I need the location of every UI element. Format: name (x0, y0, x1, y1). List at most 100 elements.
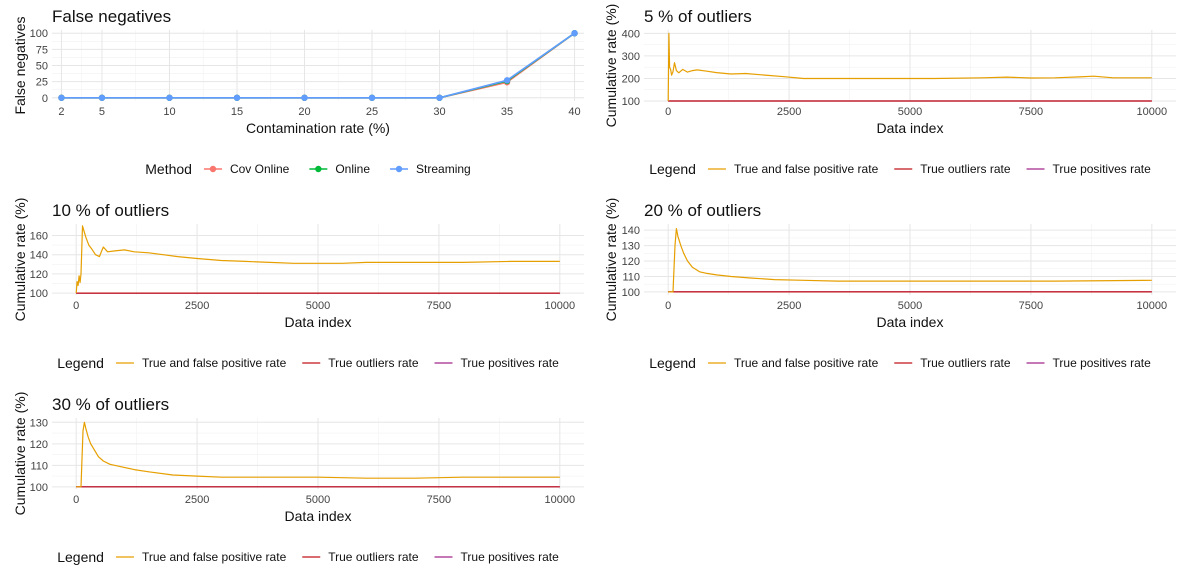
y-tick-label: 130 (622, 241, 640, 253)
y-axis-title: Cumulative rate (%) (12, 392, 28, 516)
y-tick-label: 100 (30, 28, 48, 40)
legend: Legend True and false positive rate True o… (57, 355, 559, 371)
x-tick-label: 40 (568, 106, 580, 118)
x-tick-label: 2 (58, 106, 64, 118)
chart-panel-5: 0 2500 5000 7500 10000 100 110 120 130 30 % of ou… (12, 392, 584, 565)
legend-title: Legend (57, 549, 104, 565)
chart-title: False negatives (52, 7, 171, 26)
series-line (667, 32, 1152, 102)
legend-label: True outliers rate (920, 356, 1011, 370)
y-tick-label: 160 (30, 231, 48, 243)
series-line (76, 421, 560, 488)
x-axis-title: Contamination rate (%) (246, 120, 390, 136)
y-tick-label: 25 (36, 77, 48, 89)
y-tick-label: 300 (622, 51, 640, 63)
y-axis-title: Cumulative rate (%) (603, 4, 619, 128)
y-tick-label: 100 (622, 287, 640, 299)
data-point (233, 94, 241, 101)
legend-label: True outliers rate (328, 550, 419, 564)
series-line (75, 225, 560, 294)
y-tick-label: 200 (622, 73, 640, 85)
x-tick-label: 5000 (306, 300, 330, 312)
legend-label: True and false positive rate (734, 356, 879, 370)
x-tick-label: 0 (665, 300, 671, 312)
legend-title: Legend (57, 355, 104, 371)
x-tick-label: 30 (433, 106, 445, 118)
legend: Legend True and false positive rate True o… (649, 161, 1151, 177)
x-tick-label: 2500 (185, 494, 209, 506)
y-tick-label: 120 (622, 256, 640, 268)
gridlines (52, 30, 584, 101)
legend-label: True and false positive rate (142, 550, 287, 564)
chart-title: 5 % of outliers (644, 7, 752, 26)
y-axis-title: Cumulative rate (%) (603, 198, 619, 322)
y-tick-label: 50 (36, 61, 48, 73)
y-tick-label: 100 (622, 96, 640, 108)
x-tick-label: 10000 (545, 494, 576, 506)
x-tick-label: 0 (665, 106, 671, 118)
legend: Method Cov Online Online Streaming (145, 161, 470, 177)
x-tick-label: 7500 (427, 494, 451, 506)
y-axis-title: Cumulative rate (%) (12, 198, 28, 322)
chart-title: 10 % of outliers (52, 201, 169, 220)
chart-panel-2: 0 2500 5000 7500 10000 100 200 300 400 5 % of out… (603, 4, 1176, 177)
data-point (166, 94, 173, 101)
y-tick-label: 120 (30, 439, 48, 451)
legend-key-marker (209, 165, 217, 173)
legend: Legend True and false positive rate True o… (649, 355, 1151, 371)
series-line (668, 228, 1152, 293)
legend-key-marker (395, 165, 403, 173)
x-tick-label: 20 (298, 106, 310, 118)
legend-title: Legend (649, 161, 696, 177)
gridlines (644, 224, 1176, 295)
gridlines (644, 30, 1176, 102)
data-point (301, 94, 308, 101)
legend-title: Legend (649, 355, 696, 371)
legend-label: Streaming (416, 162, 471, 176)
data-point (571, 30, 578, 37)
x-tick-label: 5000 (898, 300, 922, 312)
x-tick-label: 5000 (306, 494, 330, 506)
legend-label: True positives rate (461, 356, 560, 370)
x-tick-label: 2500 (777, 106, 801, 118)
y-tick-label: 75 (36, 44, 48, 56)
x-tick-label: 7500 (427, 300, 451, 312)
gridlines (52, 224, 584, 295)
legend-title: Method (145, 161, 192, 177)
legend-label: Cov Online (230, 162, 290, 176)
x-tick-label: 15 (231, 106, 243, 118)
y-tick-label: 130 (30, 417, 48, 429)
x-tick-label: 10000 (1137, 300, 1168, 312)
x-tick-label: 5 (99, 106, 105, 118)
data-point (436, 94, 443, 101)
x-axis-title: Data index (877, 120, 944, 136)
y-tick-label: 110 (622, 271, 640, 283)
data-point (503, 77, 511, 84)
x-tick-label: 7500 (1019, 106, 1043, 118)
x-tick-label: 0 (73, 300, 79, 312)
chart-title: 30 % of outliers (52, 395, 169, 414)
y-tick-label: 140 (30, 250, 48, 262)
x-tick-label: 2500 (777, 300, 801, 312)
x-tick-label: 0 (73, 494, 79, 506)
legend: Legend True and false positive rate True o… (57, 549, 559, 565)
y-tick-label: 400 (622, 28, 640, 40)
y-tick-label: 100 (30, 288, 48, 300)
legend-label: True positives rate (461, 550, 560, 564)
legend-label: True and false positive rate (734, 162, 879, 176)
legend-label: True outliers rate (328, 356, 419, 370)
chart-panel-4: 0 2500 5000 7500 10000 100 110 120 130 140 20 % of… (603, 198, 1176, 371)
legend-label: True positives rate (1053, 356, 1152, 370)
legend-label: True and false positive rate (142, 356, 287, 370)
chart-title: 20 % of outliers (644, 201, 761, 220)
x-tick-label: 10000 (545, 300, 576, 312)
x-axis-title: Data index (877, 314, 944, 330)
x-axis-title: Data index (285, 314, 352, 330)
x-axis-title: Data index (285, 508, 352, 524)
y-tick-label: 0 (42, 93, 48, 105)
y-tick-label: 100 (30, 482, 48, 494)
chart-panel-3: 0 2500 5000 7500 10000 100 120 140 160 10 % of ou… (12, 198, 584, 371)
y-tick-label: 140 (622, 225, 640, 237)
